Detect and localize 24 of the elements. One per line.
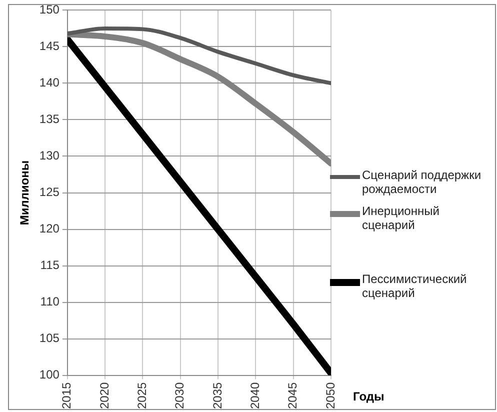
y-tick-label: 110 [40,294,60,309]
y-tick-label: 140 [39,76,60,90]
y-tick-label: 100 [39,368,60,382]
y-tick-label: 135 [39,112,60,126]
x-tick-label: 2025 [135,382,150,410]
y-tick-label: 130 [39,148,60,163]
x-tick-label: 2035 [210,382,224,410]
x-tick-label: 2020 [97,382,112,410]
y-tick-label: 145 [39,39,60,54]
legend-label: Инерционный сценарий [362,204,440,232]
x-tick-label: 2015 [60,382,74,410]
x-tick-label: 2030 [172,382,187,410]
y-tick-label: 115 [40,258,60,272]
legend-label: Сценарий поддержки рождаемости [362,168,482,196]
x-tick-label: 2040 [248,382,262,410]
y-tick-label: 125 [39,185,60,200]
legend-label: Пессимистический сценарий [362,272,468,300]
x-axis-title: Годы [353,390,384,404]
x-tick-label: 2045 [286,382,300,410]
y-tick-label: 105 [39,331,60,346]
x-tick-label: 2050 [323,382,338,410]
y-axis-title: Миллионы [18,160,32,226]
y-tick-label: 150 [39,2,60,17]
y-tick-label: 120 [39,222,60,236]
